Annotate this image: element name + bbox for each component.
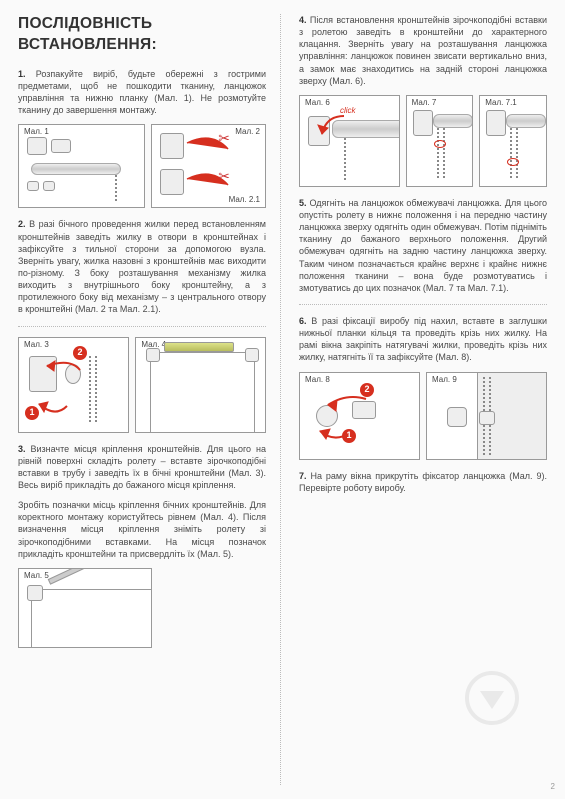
- fig-row-1: Мал. 1 Мал. 2 Мал. 2.1 ✂ ✂: [18, 124, 266, 208]
- step-3-text-a: 3. Визначте місця кріплення кронштейнів.…: [18, 443, 266, 492]
- figure-6: Мал. 6 click: [299, 95, 400, 187]
- page-title: ПОСЛІДОВНІСТЬ ВСТАНОВЛЕННЯ:: [18, 14, 266, 56]
- step-7-text: 7. На раму вікна прикрутіть фіксатор лан…: [299, 470, 547, 494]
- left-column: ПОСЛІДОВНІСТЬ ВСТАНОВЛЕННЯ: 1. Розпакуйт…: [18, 14, 281, 785]
- figure-2-21: Мал. 2 Мал. 2.1 ✂ ✂: [151, 124, 266, 208]
- callout-number: 1: [25, 406, 39, 420]
- fig-row-2: Мал. 3 2 1 Мал. 4: [18, 337, 266, 433]
- figure-9: Мал. 9: [426, 372, 547, 460]
- figure-8: Мал. 8 2 1: [299, 372, 420, 460]
- figure-label: Мал. 7: [410, 98, 439, 109]
- figure-1: Мал. 1: [18, 124, 145, 208]
- click-label: click: [340, 106, 356, 117]
- page-number: 2: [551, 782, 555, 793]
- figure-7-1: Мал. 7.1: [479, 95, 547, 187]
- step-2-text: 2. В разі бічного проведення жилки перед…: [18, 218, 266, 315]
- download-watermark-icon: [465, 671, 519, 725]
- scissors-icon: ✂: [218, 167, 230, 186]
- fig-row-5: Мал. 8 2 1 Мал. 9: [299, 372, 547, 460]
- callout-number: 2: [360, 383, 374, 397]
- callout-number: 2: [73, 346, 87, 360]
- step-4-text: 4. Після встановлення кронштейнів зірочк…: [299, 14, 547, 87]
- page-columns: ПОСЛІДОВНІСТЬ ВСТАНОВЛЕННЯ: 1. Розпакуйт…: [18, 14, 547, 785]
- figure-label: Мал. 6: [303, 98, 332, 109]
- step-3-text-b: Зробіть позначки місць кріплення бічних …: [18, 499, 266, 560]
- step-5-text: 5. Одягніть на ланцюжок обмежувачі ланцю…: [299, 197, 547, 294]
- step-1-text: 1. Розпакуйте виріб, будьте обережні з г…: [18, 68, 266, 117]
- scissors-icon: ✂: [218, 129, 230, 148]
- callout-number: 1: [342, 429, 356, 443]
- divider: [18, 326, 266, 327]
- figure-label: Мал. 8: [303, 375, 332, 386]
- figure-4: Мал. 4: [135, 337, 266, 433]
- fig-row-4: Мал. 6 click Мал. 7 Мал. 7.1: [299, 95, 547, 187]
- figure-label: Мал. 7.1: [483, 98, 518, 109]
- figure-7: Мал. 7: [406, 95, 474, 187]
- figure-5: Мал. 5: [18, 568, 152, 648]
- figure-label: Мал. 5: [22, 571, 51, 582]
- fig-row-3: Мал. 5: [18, 568, 266, 648]
- figure-3: Мал. 3 2 1: [18, 337, 129, 433]
- divider: [299, 304, 547, 305]
- figure-label: Мал. 9: [430, 375, 459, 386]
- right-column: 4. Після встановлення кронштейнів зірочк…: [299, 14, 547, 785]
- step-6-text: 6. В разі фіксації виробу під нахил, вст…: [299, 315, 547, 364]
